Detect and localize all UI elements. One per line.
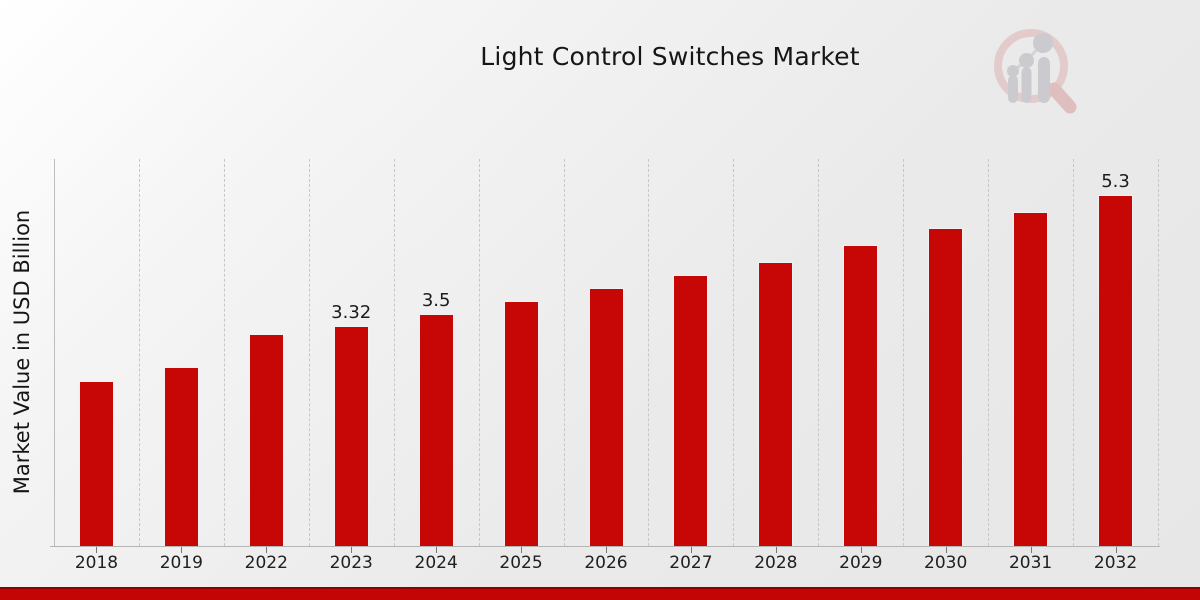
plot-area: 3.32 3.5 5.3 [54,159,1159,546]
bar-2019 [163,367,199,546]
x-tick [266,547,268,553]
x-tick-label-2030: 2030 [924,553,968,573]
x-tick-label-2028: 2028 [754,553,798,573]
vertical-gridline [733,159,735,546]
x-tick [521,547,523,553]
vertical-gridline [308,159,310,546]
bar-2018 [78,381,114,546]
bar-2030 [928,228,964,546]
x-axis-line [50,546,1160,547]
x-tick-label-2031: 2031 [1008,553,1053,573]
magnifier-bar-chart-watermark-logo [994,29,1077,114]
footer-accent-bar [0,587,1200,600]
x-tick-label-2032: 2032 [1093,553,1138,573]
bar-2023 [333,326,369,546]
y-axis-line [54,159,55,546]
x-tick-label-2024: 2024 [414,553,458,573]
x-tick-label-2023: 2023 [329,553,373,573]
x-tick [351,547,353,553]
vertical-gridline [818,159,820,546]
bar-2028 [758,262,794,546]
x-tick [96,547,98,553]
vertical-gridline [1158,159,1159,546]
vertical-gridline [1073,159,1075,546]
x-tick-label-2019: 2019 [159,553,203,573]
bar-2025 [503,301,539,546]
bar-2031 [1013,212,1049,546]
vertical-gridline [478,159,480,546]
growth-bars-icon [1007,33,1053,103]
data-label-2023: 3.32 [331,302,372,323]
x-tick [945,547,947,553]
x-tick [690,547,692,553]
vertical-gridline [563,159,565,546]
x-tick [1030,547,1032,553]
bar-2027 [673,275,709,546]
x-tick [1115,547,1117,553]
x-tick-label-2025: 2025 [499,553,543,573]
vertical-gridline [903,159,905,546]
bar-2032 [1098,195,1134,546]
data-label-2024: 3.5 [421,290,451,311]
bar-2026 [588,288,624,546]
x-tick [436,547,438,553]
x-tick-label-2018: 2018 [74,553,119,573]
vertical-gridline [223,159,225,546]
vertical-gridline [138,159,140,546]
vertical-gridline [393,159,395,546]
bar-2024 [418,314,454,546]
vertical-gridline [648,159,650,546]
vertical-gridline [988,159,990,546]
x-tick [181,547,183,553]
bar-2022 [248,334,284,546]
x-tick-label-2022: 2022 [244,553,288,573]
x-tick-label-2029: 2029 [839,553,883,573]
x-tick-label-2027: 2027 [669,553,713,573]
x-tick [606,547,607,553]
data-label-2032: 5.3 [1101,171,1130,192]
bar-2029 [843,245,879,546]
x-tick-label-2026: 2026 [584,553,628,573]
chart-title: Light Control Switches Market [480,42,860,71]
x-tick [775,547,777,553]
y-axis-label: Market Value in USD Billion [10,209,34,495]
x-tick [860,547,862,553]
